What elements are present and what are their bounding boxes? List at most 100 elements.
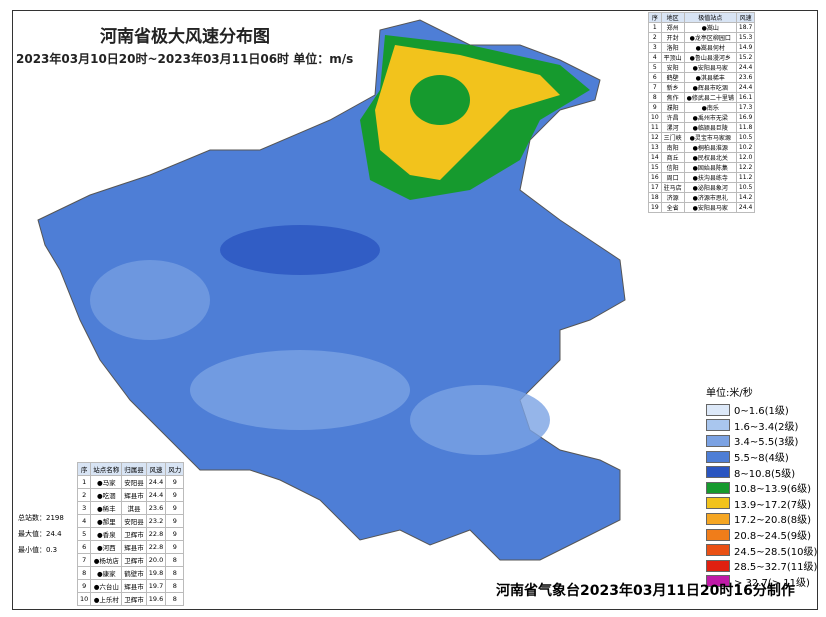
cell: 3 [76, 501, 92, 515]
legend-item: 0~1.6(1级) [706, 402, 817, 418]
cell: 5 [76, 527, 92, 541]
cell: ●济源市思礼 [683, 192, 737, 203]
cell: ●嵩县何村 [683, 42, 737, 53]
cell: 10.5 [735, 132, 756, 143]
cell: 16 [648, 172, 662, 183]
cell: ●桐柏县淮源 [683, 142, 737, 153]
cell: ●马家 [90, 475, 123, 489]
cell: 8 [165, 592, 185, 606]
cell: 2 [76, 488, 92, 502]
cell: ●六台山 [90, 579, 123, 593]
cell: ●吃涸 [90, 488, 123, 502]
legend-item: > 32.7(> 11级) [706, 574, 817, 590]
header-cell: 地区 [660, 12, 685, 23]
cell: 15.2 [735, 52, 756, 63]
cell: ●固始县陈集 [683, 162, 737, 173]
cell: 7 [76, 553, 92, 567]
cell: 15 [648, 162, 662, 173]
legend-swatch [706, 575, 730, 588]
cell: ●嵩山 [683, 22, 737, 33]
header-cell: 风速 [735, 12, 756, 23]
legend-item: 20.8~24.5(9级) [706, 527, 817, 543]
cell: 18.7 [735, 22, 756, 33]
cell: 郑州 [660, 22, 685, 33]
legend-label: 1.6~3.4(2级) [734, 421, 799, 433]
cell: 6 [76, 540, 92, 554]
cell: 商丘 [660, 152, 685, 163]
cell: ●鲁山县漫河乡 [683, 52, 737, 63]
region-light [410, 385, 550, 455]
legend-label: 24.5~28.5(10级) [734, 546, 818, 558]
cell: 2 [648, 32, 662, 43]
cell: 16.1 [735, 92, 756, 103]
cell: 22.8 [145, 540, 167, 554]
cell: 9 [165, 514, 185, 528]
legend-label: 28.5~32.7(11级) [734, 562, 818, 574]
frame [12, 10, 818, 610]
cell: 开封 [660, 32, 685, 43]
legend-item: 24.5~28.5(10级) [706, 542, 817, 558]
legend-item: 1.6~3.4(2级) [706, 418, 817, 434]
cell: 10.5 [735, 182, 756, 193]
cell: ●南乐 [683, 102, 737, 113]
cell: 卫辉市 [121, 553, 147, 567]
cell: ●杨坊店 [90, 553, 123, 567]
row: 15 信阳 ●固始县陈集 12.2 [648, 162, 756, 173]
row: 8 焦作 ●修武县二十里铺 16.1 [648, 92, 756, 103]
cell: 南阳 [660, 142, 685, 153]
cell: 11 [648, 122, 662, 133]
cell: ●河西 [90, 540, 123, 554]
row: 14 商丘 ●民权县北关 12.0 [648, 152, 756, 163]
cell: 3 [648, 42, 662, 53]
row: 7 ●杨坊店 卫辉市 20.0 8 [76, 553, 185, 567]
header-cell: 极值站点 [683, 12, 737, 23]
cell: 11.8 [735, 122, 756, 133]
header-row: 序地区 极值站点 风速 [648, 12, 756, 23]
region-dark [220, 225, 380, 275]
row: 5 安阳 ●安阳县马家 24.4 [648, 62, 756, 73]
cell: 16.9 [735, 112, 756, 123]
header-cell: 站点名称 [90, 462, 123, 476]
cell: 8 [165, 553, 185, 567]
cell: ●稀丰 [90, 501, 123, 515]
cell: ●临颍县巨陵 [683, 122, 737, 133]
legend-label: 17.2~20.8(8级) [734, 515, 812, 527]
cell: 卫辉市 [121, 527, 147, 541]
header-cell: 序 [76, 462, 92, 476]
cell: 19.6 [145, 592, 167, 606]
cell: 1 [648, 22, 662, 33]
cell: ●康家 [90, 566, 123, 580]
subtitle: 2023年03月10日20时~2023年03月11日06时 单位：m/s [16, 52, 354, 66]
cell: ●修武县二十里铺 [683, 92, 737, 103]
cell: 4 [76, 514, 92, 528]
legend-swatch [706, 528, 730, 541]
cell: ●辉县市吃涸 [683, 82, 737, 93]
row: 11 漯河 ●临颍县巨陵 11.8 [648, 122, 756, 133]
cell: 19.7 [145, 579, 167, 593]
cell: 鹤壁市 [121, 566, 147, 580]
legend-swatch [706, 512, 730, 525]
cell: 辉县市 [121, 540, 147, 554]
row: 5 ●香泉 卫辉市 22.8 9 [76, 527, 185, 541]
cell: 济源 [660, 192, 685, 203]
stat: 总站数：2198 [18, 514, 64, 522]
legend-swatch [706, 544, 730, 557]
cell: ●龙亭区柳园口 [683, 32, 737, 43]
region-yellow [375, 45, 560, 180]
row: 2 开封 ●龙亭区柳园口 15.3 [648, 32, 756, 43]
cell: ●郝里 [90, 514, 123, 528]
legend-label: 5.5~8(4级) [734, 453, 789, 465]
cell: 1 [76, 475, 92, 489]
legend-label: 10.8~13.9(6级) [734, 484, 812, 496]
cell: 23.6 [735, 72, 756, 83]
cell: 13 [648, 142, 662, 153]
cell: 12.2 [735, 162, 756, 173]
cell: 24.4 [145, 475, 167, 489]
row: 10 ●上乐村 卫辉市 19.6 8 [76, 592, 185, 606]
cell: 12 [648, 132, 662, 143]
cell: 10.2 [735, 142, 756, 153]
region-green [410, 75, 470, 125]
cell: 漯河 [660, 122, 685, 133]
